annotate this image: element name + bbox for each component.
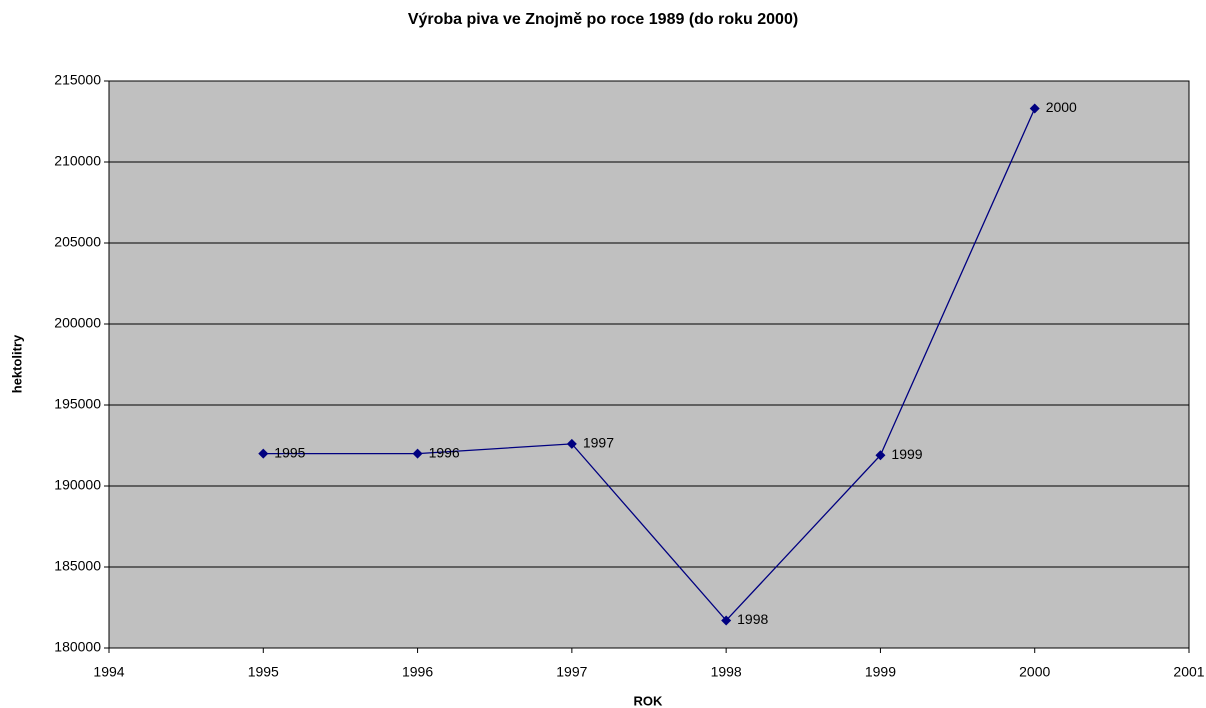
y-tick-label: 185000 [54, 558, 101, 574]
data-point [258, 448, 269, 459]
x-tick-label: 1994 [93, 664, 124, 680]
data-point [412, 448, 423, 459]
chart-title: Výroba piva ve Znojmě po roce 1989 (do r… [408, 11, 798, 28]
x-axis-title: ROK [634, 693, 664, 708]
x-tick-label: 1995 [248, 664, 279, 680]
x-tick-label: 1998 [711, 664, 742, 680]
data-point [566, 438, 577, 449]
y-tick-label: 215000 [54, 72, 101, 88]
y-axis-title: hektolitry [9, 334, 24, 393]
x-tick-label: 1999 [865, 664, 896, 680]
point-label: 1996 [429, 444, 460, 460]
data-point [721, 615, 732, 626]
y-tick-label: 180000 [54, 639, 101, 655]
point-label: 2000 [1046, 99, 1077, 115]
point-label: 1997 [583, 435, 614, 451]
x-tick-label: 2001 [1173, 664, 1204, 680]
y-tick-label: 195000 [54, 396, 101, 412]
point-label: 1995 [274, 444, 305, 460]
y-tick-label: 205000 [54, 234, 101, 250]
data-line [263, 108, 1036, 622]
y-tick-label: 210000 [54, 153, 101, 169]
x-tick-label: 2000 [1019, 664, 1050, 680]
data-point [875, 450, 886, 461]
plot-area [108, 80, 1190, 649]
x-tick-label: 1997 [556, 664, 587, 680]
point-label: 1998 [737, 611, 768, 627]
y-tick-label: 190000 [54, 477, 101, 493]
y-tick-label: 200000 [54, 315, 101, 331]
x-tick-label: 1996 [402, 664, 433, 680]
data-point [1029, 103, 1040, 114]
point-label: 1999 [891, 446, 922, 462]
